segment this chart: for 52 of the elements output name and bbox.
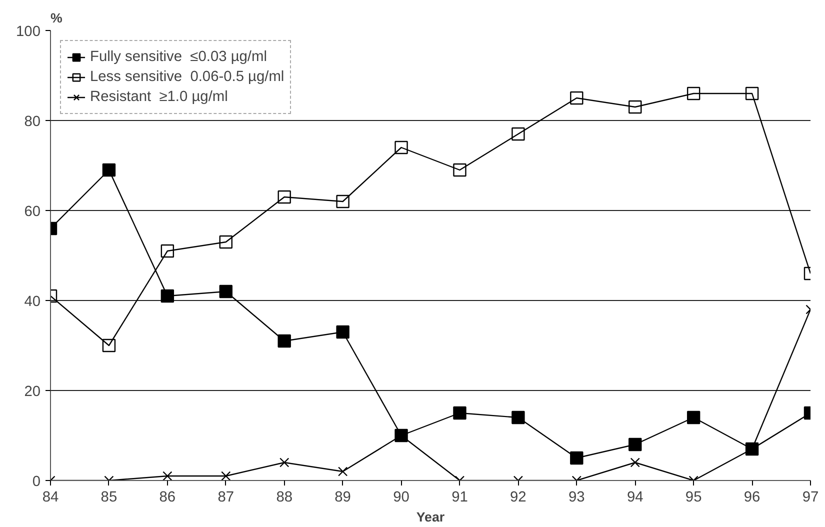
x-tick-label: 85 xyxy=(100,490,118,506)
x-tick-label: 95 xyxy=(685,490,702,506)
x-tick-label: 96 xyxy=(744,490,760,506)
point xyxy=(160,244,174,258)
y-tick-label: 20 xyxy=(24,384,41,400)
y-tick-label: 0 xyxy=(32,474,41,490)
point xyxy=(219,284,232,298)
x-tick-label: 89 xyxy=(334,490,351,506)
legend-label: Fully sensitive ≤0.03 µg/ml xyxy=(90,49,267,65)
point xyxy=(102,338,116,352)
x-tick-label: 87 xyxy=(218,490,234,506)
legend-label: Less sensitive 0.06-0.5 µg/ml xyxy=(90,69,284,85)
x-tick-label: 92 xyxy=(510,490,526,506)
point xyxy=(453,406,466,420)
y-tick-label: 100 xyxy=(16,24,41,40)
legend-label: Resistant ≥1.0 µg/ml xyxy=(90,89,228,105)
x-tick-label: 88 xyxy=(276,490,293,506)
y-tick-label: 60 xyxy=(24,204,41,220)
x-tick-label: 84 xyxy=(42,490,59,506)
y-tick-label: 80 xyxy=(24,114,41,130)
point xyxy=(219,235,232,249)
point xyxy=(570,451,584,465)
point xyxy=(453,163,466,177)
y-tick-label: 40 xyxy=(24,294,41,310)
x-tick-label: 86 xyxy=(159,490,176,506)
point xyxy=(336,194,350,208)
y-axis-title: % xyxy=(50,10,62,26)
x-tick-label: 93 xyxy=(568,490,585,506)
point xyxy=(630,458,640,468)
point xyxy=(686,86,700,100)
x-axis-title: Year xyxy=(416,510,445,524)
x-tick-label: 91 xyxy=(452,490,468,506)
point xyxy=(280,458,290,468)
point xyxy=(628,100,642,114)
point xyxy=(336,325,350,339)
point xyxy=(102,163,116,177)
point xyxy=(278,190,291,204)
point xyxy=(570,91,584,105)
point xyxy=(162,471,172,480)
point xyxy=(160,289,174,303)
x-tick-label: 94 xyxy=(626,490,644,506)
point xyxy=(628,438,642,452)
point xyxy=(338,466,348,476)
point xyxy=(221,471,231,480)
point xyxy=(686,410,700,424)
point xyxy=(512,410,525,424)
point xyxy=(512,127,525,141)
x-tick-label: 90 xyxy=(393,490,410,506)
x-tick-label: 97 xyxy=(802,490,819,506)
point xyxy=(278,334,291,348)
point xyxy=(745,86,759,100)
point xyxy=(394,140,408,154)
